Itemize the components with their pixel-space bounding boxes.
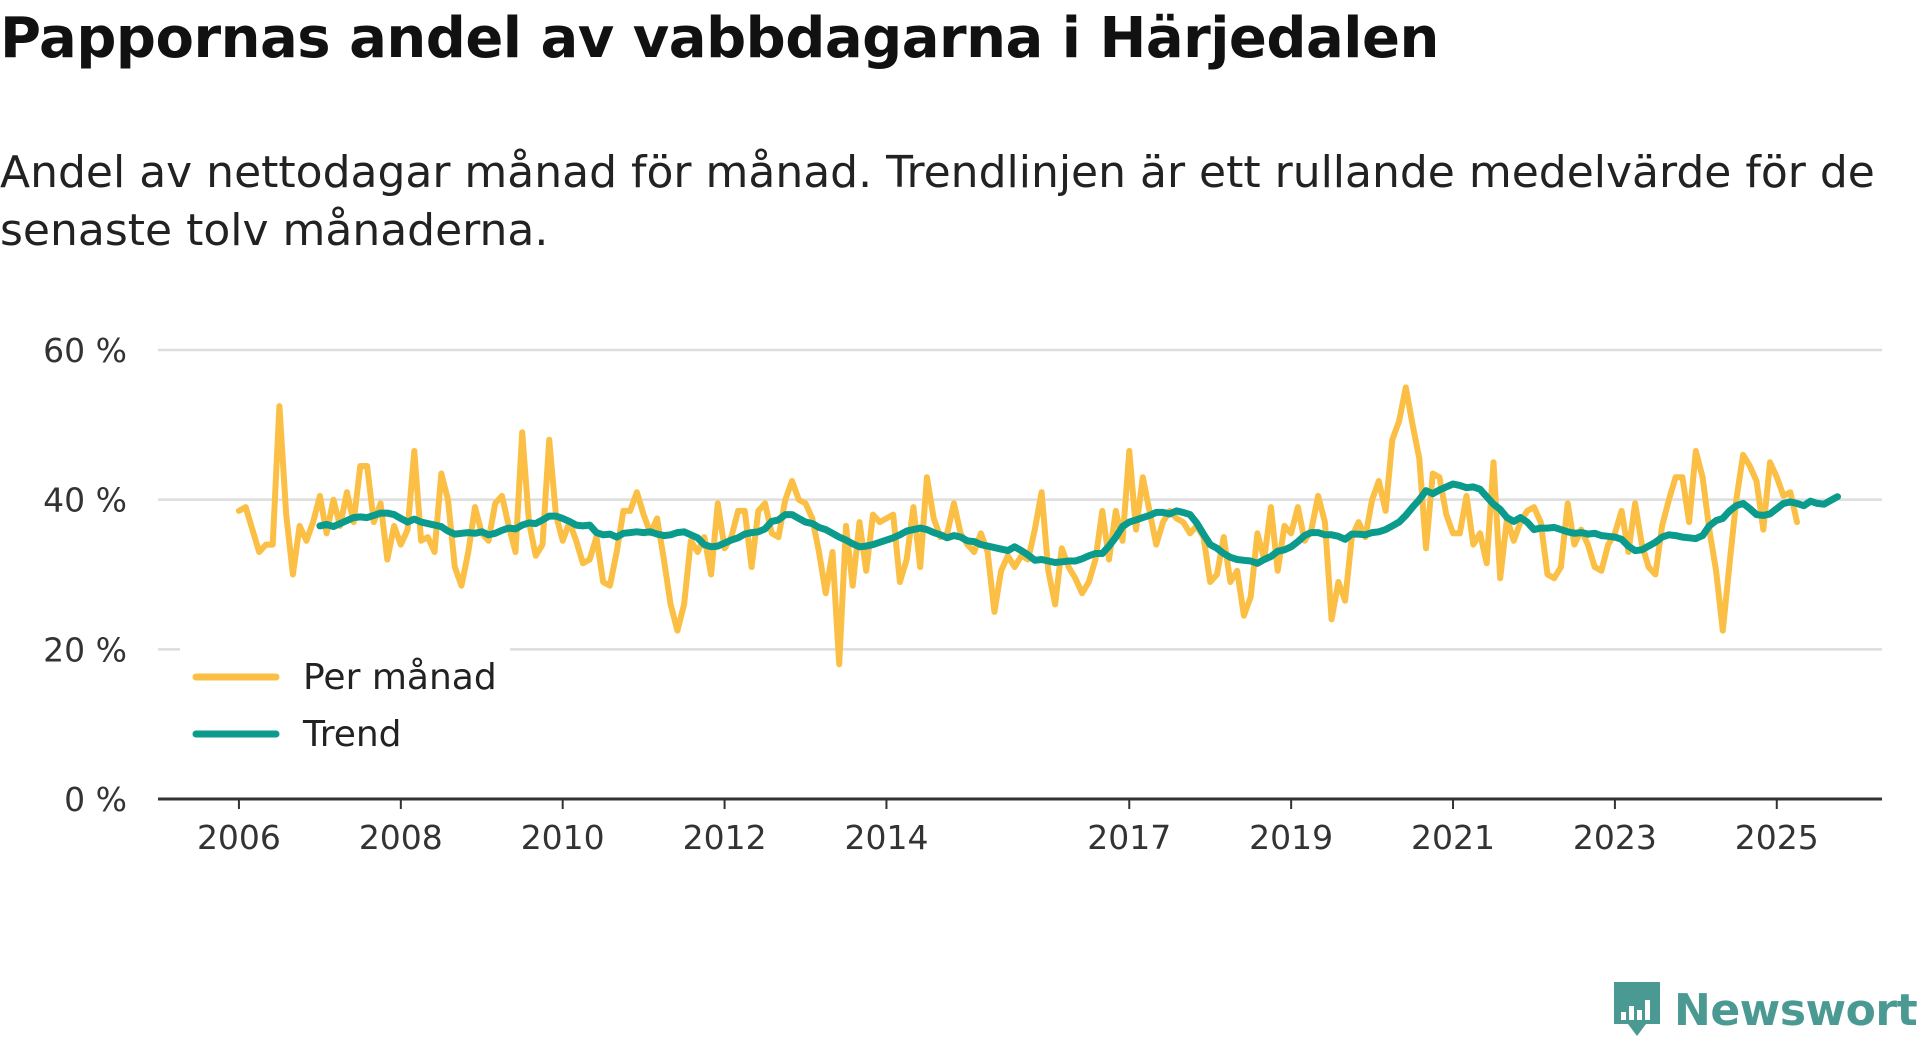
y-axis-ticks: 0 % 20 % 40 % 60 % xyxy=(43,331,127,819)
series-line-trend xyxy=(316,480,1841,567)
chart-title: Pappornas andel av vabbdagarna i Härjeda… xyxy=(0,6,1439,71)
y-tick-label: 40 % xyxy=(43,481,127,520)
legend-label-trend: Trend xyxy=(302,714,402,755)
legend-label-per-manad: Per månad xyxy=(303,657,497,698)
y-tick-label: 60 % xyxy=(43,331,127,370)
x-axis-ticks: 2006 2008 2010 2012 2014 2017 2019 2021 2023 2025 xyxy=(197,799,1819,857)
brand-name: Newsworthy xyxy=(1674,984,1920,1036)
x-tick-label: 2006 xyxy=(197,818,281,857)
x-tick-label: 2021 xyxy=(1411,818,1495,857)
chart-subtitle: Andel av nettodagar månad för månad. Tre… xyxy=(0,147,1875,256)
x-tick-label: 2019 xyxy=(1249,818,1333,857)
x-tick-label: 2010 xyxy=(521,818,605,857)
x-tick-label: 2023 xyxy=(1573,818,1657,857)
x-tick-label: 2012 xyxy=(683,818,767,857)
x-tick-label: 2014 xyxy=(844,818,928,857)
chart-legend: Per månad Trend xyxy=(180,642,510,782)
brand-logo: Newsworthy xyxy=(1612,980,1920,1040)
line-chart: 0 % 20 % 40 % 60 % 2006 2008 2010 2012 2014 2017… xyxy=(43,331,1882,857)
x-tick-label: 2008 xyxy=(359,818,443,857)
y-tick-label: 0 % xyxy=(64,780,127,819)
series-line-per-manad xyxy=(235,384,1800,668)
x-tick-label: 2017 xyxy=(1087,818,1171,857)
x-tick-label: 2025 xyxy=(1735,818,1819,857)
y-tick-label: 20 % xyxy=(43,630,127,669)
series-lines xyxy=(235,384,1841,668)
newsworthy-icon xyxy=(1614,982,1660,1036)
